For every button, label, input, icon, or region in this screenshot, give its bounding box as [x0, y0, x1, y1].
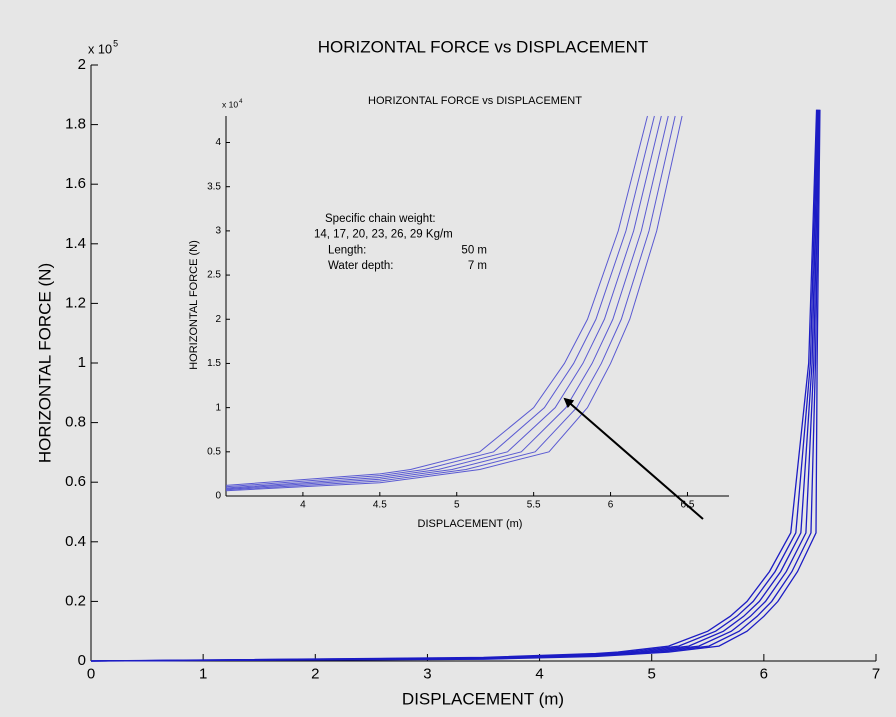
x-tick-label: 2	[311, 665, 319, 682]
y-tick-label: 1.2	[65, 294, 86, 311]
y-tick-label: 0.4	[65, 533, 86, 550]
y-tick-label: 1	[215, 402, 221, 413]
x-tick-label: 4	[300, 500, 306, 511]
main-chart: 0 1 2 3 4 5 6 7 0 0.2 0.4 0.6 0.8 1 1.2 1.4 1.6 1.8 2 HORIZ…	[35, 37, 880, 708]
y-tick-label: 1.5	[207, 358, 221, 369]
y-tick-label: 0	[78, 652, 86, 669]
y-tick-label: 3	[215, 226, 221, 237]
x-tick-label: 7	[872, 665, 880, 682]
x-tick-label: 1	[199, 665, 207, 682]
curve	[225, 115, 683, 492]
y-tick-label: 0.6	[65, 473, 86, 490]
x-tick-label: 5	[454, 500, 460, 511]
x-axis-label: DISPLACEMENT (m)	[418, 518, 523, 530]
y-tick-label: 1.8	[65, 116, 86, 133]
y-tick-label: 0	[215, 491, 221, 502]
x-tick-label: 5.5	[527, 500, 541, 511]
y-multiplier-exponent: 5	[113, 39, 118, 49]
arrow	[563, 397, 704, 520]
inset-chart: 44.555.566.500.511.522.533.54HORIZONTAL …	[188, 95, 729, 530]
x-tick-label: 6	[608, 500, 614, 511]
x-tick-label: 6	[760, 665, 768, 682]
x-tick-label: 4	[535, 665, 543, 682]
annotation-label: Water depth:	[328, 260, 393, 272]
chart-title: HORIZONTAL FORCE vs DISPLACEMENT	[368, 95, 582, 107]
y-tick-label: 2	[215, 314, 221, 325]
curve	[225, 115, 655, 488]
curve	[225, 115, 662, 489]
annotation-label: Length:	[328, 244, 366, 256]
x-tick-label: 5	[648, 665, 656, 682]
y-multiplier: x 10	[88, 41, 112, 56]
annotation: Specific chain weight:	[325, 213, 436, 225]
curve	[225, 115, 648, 486]
y-tick-label: 0.8	[65, 414, 86, 431]
y-axis-label: HORIZONTAL FORCE (N)	[188, 240, 200, 370]
curve	[225, 115, 676, 491]
annotation-value: 50 m	[461, 244, 487, 256]
chart-title: HORIZONTAL FORCE vs DISPLACEMENT	[318, 37, 649, 56]
annotation: 14, 17, 20, 23, 26, 29 Kg/m	[314, 229, 453, 241]
y-multiplier-exponent: 4	[239, 99, 243, 105]
x-tick-label: 3	[423, 665, 431, 682]
x-axis-label: DISPLACEMENT (m)	[402, 689, 564, 708]
y-axis-label: HORIZONTAL FORCE (N)	[35, 263, 54, 463]
x-tick-label: 4.5	[373, 500, 387, 511]
y-tick-label: 2	[78, 56, 86, 73]
y-tick-label: 0.5	[207, 446, 221, 457]
annotation-value: 7 m	[468, 260, 487, 272]
curve	[90, 109, 821, 662]
y-tick-label: 1.6	[65, 175, 86, 192]
y-tick-label: 2.5	[207, 270, 221, 281]
y-tick-label: 3.5	[207, 181, 221, 192]
y-tick-label: 4	[215, 137, 221, 148]
x-tick-label: 0	[87, 665, 95, 682]
y-tick-label: 0.2	[65, 592, 86, 609]
y-tick-label: 1	[78, 354, 86, 371]
y-tick-label: 1.4	[65, 235, 86, 252]
y-multiplier: x 10	[222, 99, 238, 109]
